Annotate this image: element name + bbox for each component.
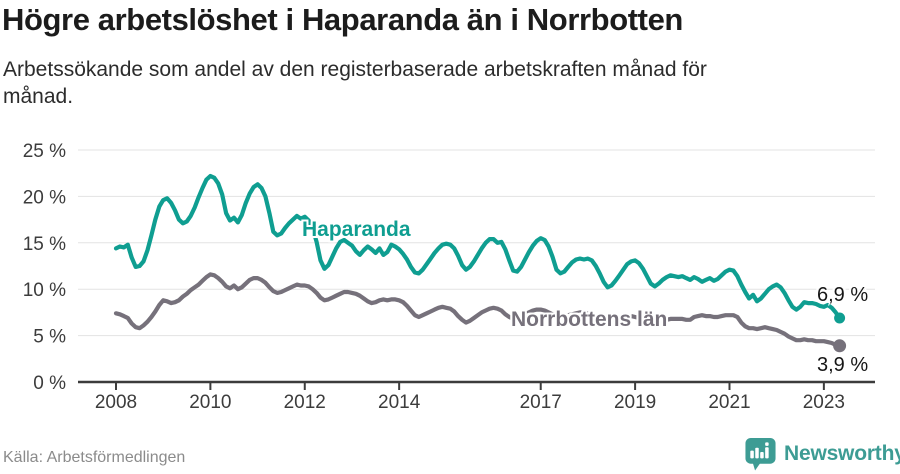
x-tick-label: 2008 bbox=[95, 392, 137, 413]
y-tick-label: 25 % bbox=[23, 141, 66, 162]
x-tick-label: 2014 bbox=[378, 392, 421, 413]
x-tick-label: 2017 bbox=[520, 392, 562, 413]
end-value-norrbotten: 3,9 % bbox=[817, 354, 869, 376]
series-end-dot-norrbotten bbox=[833, 339, 847, 353]
series-line-haparanda bbox=[113, 173, 842, 321]
series-line-norrbotten bbox=[113, 272, 842, 348]
series-label-haparanda: Haparanda bbox=[302, 218, 411, 241]
x-tick-label: 2012 bbox=[284, 392, 326, 413]
x-tick-label: 2019 bbox=[614, 392, 656, 413]
y-tick-label: 20 % bbox=[23, 187, 66, 208]
brand-logo: Newsworthy bbox=[744, 436, 900, 472]
chart-subtitle: Arbetssökande som andel av den registerb… bbox=[3, 58, 707, 108]
x-tick-label: 2010 bbox=[189, 392, 231, 413]
y-tick-label: 10 % bbox=[23, 280, 66, 301]
y-tick-label: 5 % bbox=[33, 327, 66, 348]
y-tick-label: 15 % bbox=[23, 234, 66, 255]
end-value-haparanda: 6,9 % bbox=[817, 284, 869, 306]
x-tick-label: 2021 bbox=[708, 392, 750, 413]
x-tick-label: 2023 bbox=[803, 392, 845, 413]
y-tick-label: 0 % bbox=[33, 373, 66, 394]
series-label-norrbotten: Norrbottens län bbox=[511, 308, 668, 331]
newsworthy-icon bbox=[745, 437, 776, 471]
series-end-dot-haparanda bbox=[834, 312, 846, 324]
source-note: Källa: Arbetsförmedlingen bbox=[3, 449, 186, 466]
brand-name: Newsworthy bbox=[784, 442, 900, 465]
page-title: Högre arbetslöshet i Haparanda än i Norr… bbox=[2, 2, 683, 37]
